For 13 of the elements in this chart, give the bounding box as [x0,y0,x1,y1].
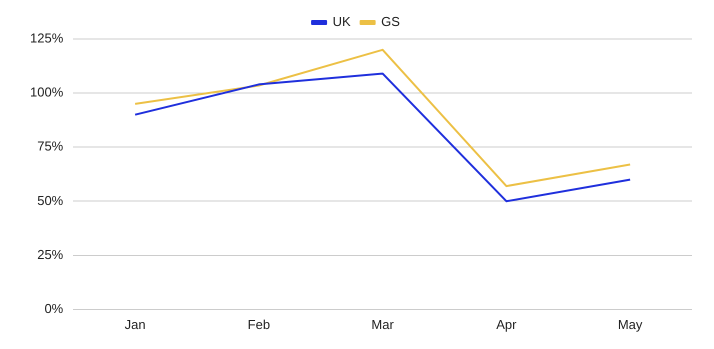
x-tick-label: May [618,316,643,332]
legend-label: GS [381,14,400,30]
y-tick-label: 125% [30,30,64,46]
x-tick-label: Mar [371,316,394,332]
y-tick-label: 50% [37,192,64,208]
y-tick-label: 25% [37,246,64,262]
y-tick-label: 75% [37,138,64,154]
y-tick-label: 0% [44,300,64,316]
y-tick-label: 100% [30,84,64,100]
legend-label: UK [332,14,351,30]
x-tick-label: Feb [248,316,270,332]
x-tick-label: Jan [124,316,146,332]
x-tick-label: Apr [496,316,518,332]
